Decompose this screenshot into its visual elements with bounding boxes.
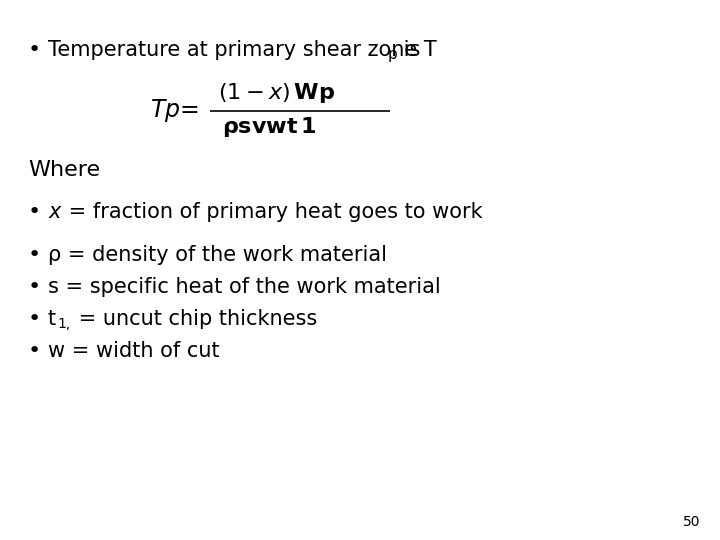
Text: $(1-x)\,\mathit{\mathbf{Wp}}$: $(1-x)\,\mathit{\mathbf{Wp}}$ bbox=[218, 81, 335, 105]
Text: •: • bbox=[28, 277, 41, 297]
Text: t: t bbox=[48, 309, 56, 329]
Text: •: • bbox=[28, 40, 41, 60]
Text: is: is bbox=[397, 40, 420, 60]
Text: $\mathit{Tp}$=: $\mathit{Tp}$= bbox=[150, 97, 199, 124]
Text: •: • bbox=[28, 309, 41, 329]
Text: = uncut chip thickness: = uncut chip thickness bbox=[72, 309, 318, 329]
Text: •: • bbox=[28, 341, 41, 361]
Text: 1,: 1, bbox=[57, 317, 71, 331]
Text: •: • bbox=[28, 245, 41, 265]
Text: p: p bbox=[388, 48, 397, 63]
Text: ρ = density of the work material: ρ = density of the work material bbox=[48, 245, 387, 265]
Text: $\mathit{\mathbf{\rho svwt\,1}}$: $\mathit{\mathbf{\rho svwt\,1}}$ bbox=[222, 115, 317, 139]
Text: = fraction of primary heat goes to work: = fraction of primary heat goes to work bbox=[62, 202, 482, 222]
Text: Where: Where bbox=[28, 160, 100, 180]
Text: w = width of cut: w = width of cut bbox=[48, 341, 220, 361]
Text: 50: 50 bbox=[683, 515, 700, 529]
Text: $\mathit{x}$: $\mathit{x}$ bbox=[48, 202, 63, 222]
Text: •: • bbox=[28, 202, 41, 222]
Text: Temperature at primary shear zone T: Temperature at primary shear zone T bbox=[48, 40, 437, 60]
Text: s = specific heat of the work material: s = specific heat of the work material bbox=[48, 277, 441, 297]
